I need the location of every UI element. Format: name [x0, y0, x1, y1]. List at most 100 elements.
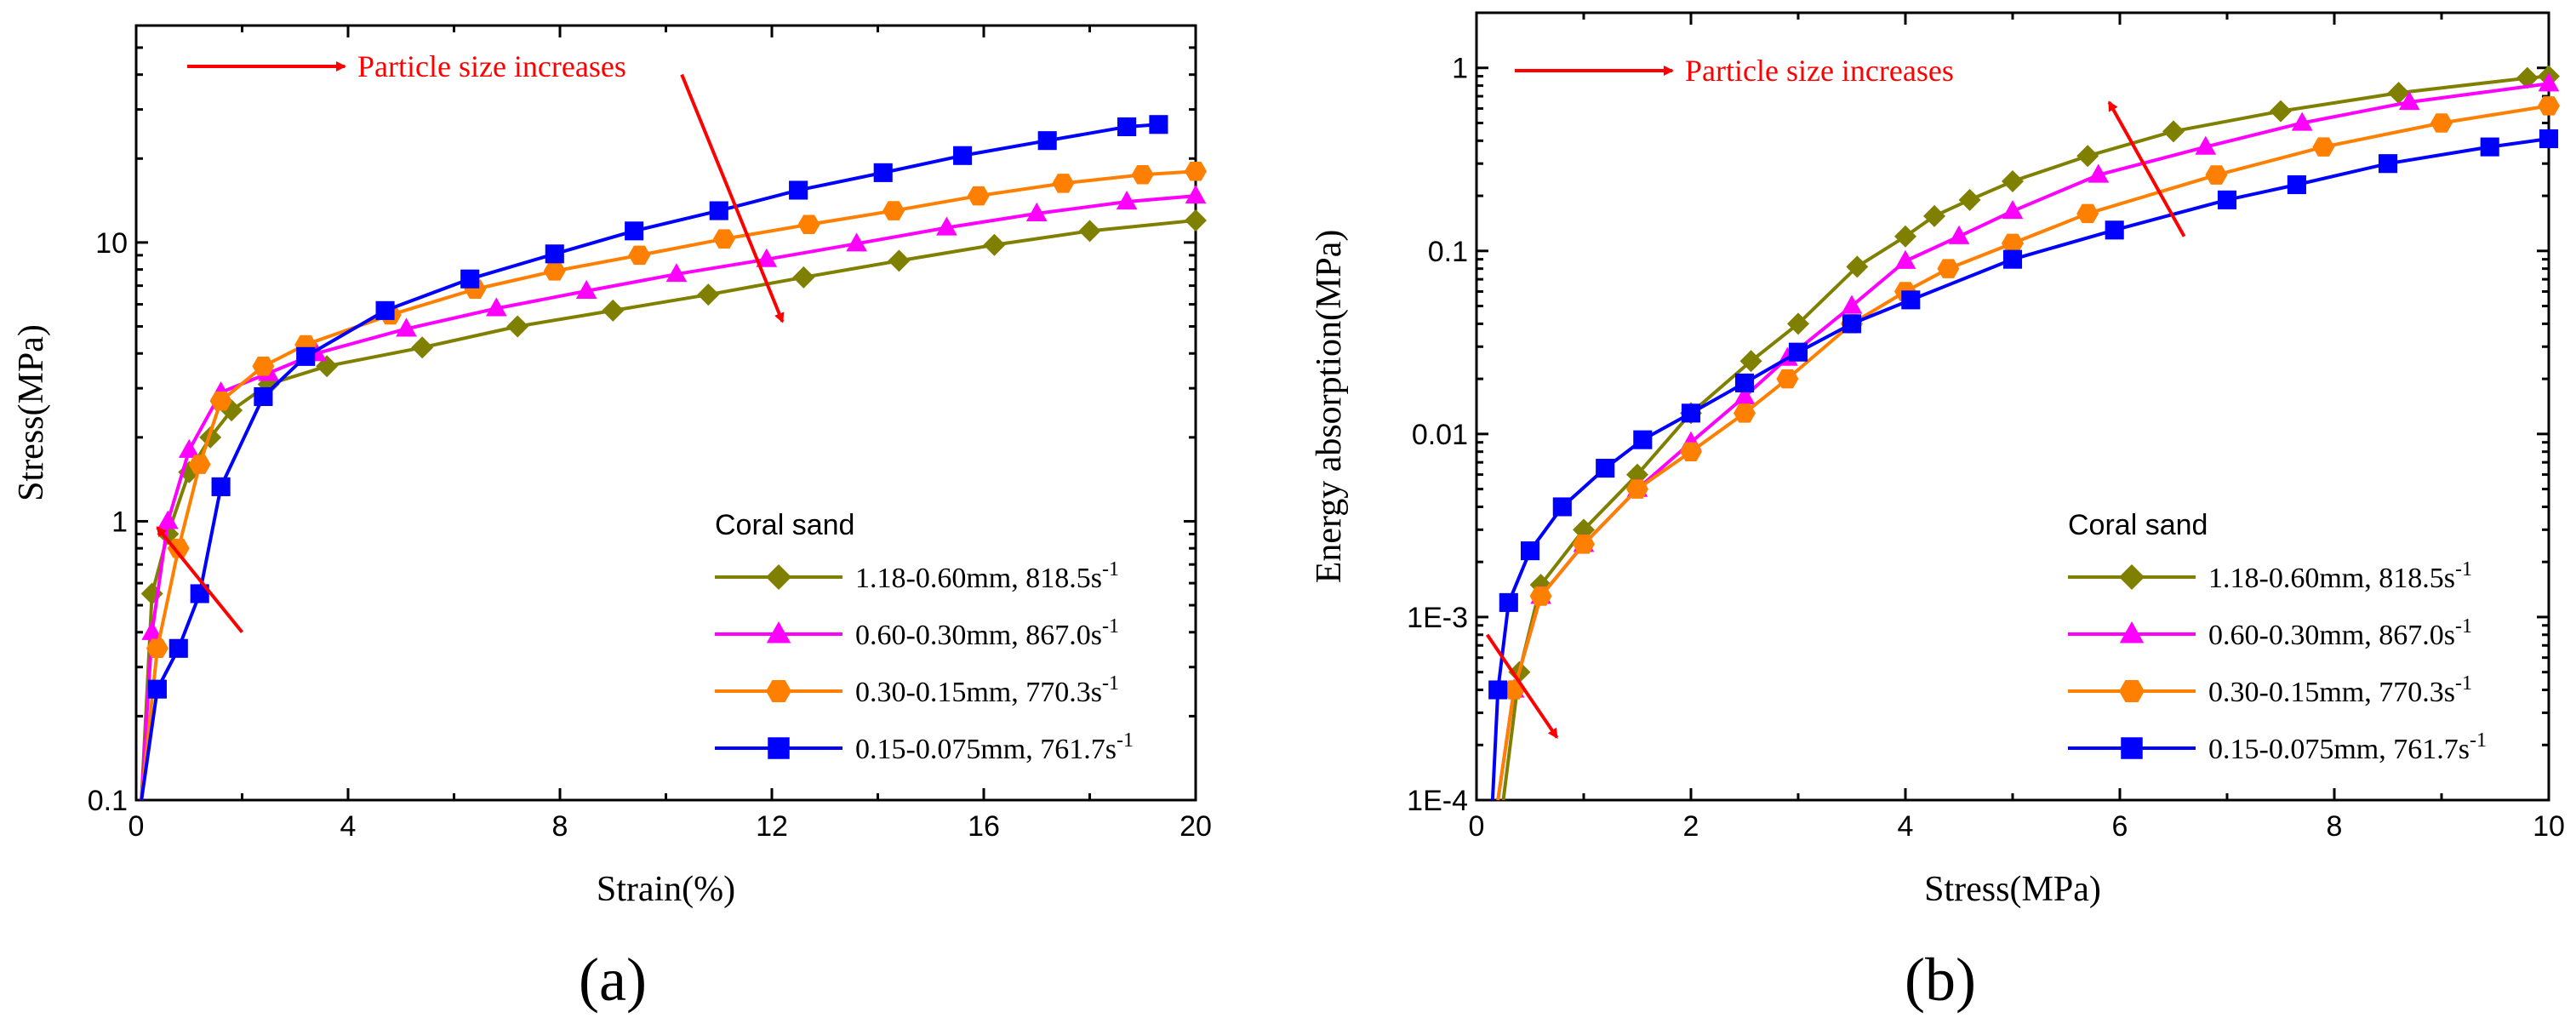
data-point-marker — [575, 279, 597, 299]
data-point-marker — [1948, 225, 1970, 244]
x-tick-label: 0 — [1469, 810, 1485, 843]
y-axis-label: Energy absorption(MPa) — [1310, 230, 1349, 584]
panel-a-chart: 0 4 8 12 16 20 0.1 1 10 Strain(%) Stress(MPa) Coral… — [12, 24, 1212, 1014]
trend-arrow — [1485, 633, 1559, 740]
data-point-marker — [2538, 72, 2560, 92]
data-point-marker — [1681, 403, 1701, 423]
data-point-marker — [665, 263, 688, 283]
data-point-marker — [1841, 294, 1863, 314]
legend-marker — [2121, 737, 2143, 759]
data-point-marker — [2378, 154, 2398, 174]
data-point-marker — [2312, 137, 2335, 157]
y-tick-label: 0.1 — [88, 785, 128, 817]
data-point-marker — [147, 679, 167, 699]
y-axis-label: Stress(MPa) — [12, 324, 51, 501]
data-point-marker — [1734, 403, 1756, 423]
data-point-marker — [789, 180, 808, 200]
x-tick-label: 10 — [2533, 810, 2565, 843]
data-point-marker — [2195, 135, 2217, 155]
legend-marker — [2119, 621, 2145, 643]
data-point-marker — [1185, 185, 1207, 204]
trend-arrow — [156, 526, 244, 634]
data-point-marker — [1734, 373, 1755, 392]
data-point-marker — [882, 201, 905, 220]
legend-label: 0.60-0.30mm, 867.0s-1 — [2208, 615, 2472, 651]
x-tick-label: 20 — [1179, 810, 1212, 843]
data-point-marker — [188, 455, 211, 474]
data-point-marker — [2539, 129, 2559, 149]
data-point-marker — [1788, 342, 1808, 362]
x-tick-label: 4 — [340, 810, 357, 843]
data-point-marker — [167, 538, 190, 558]
data-point-marker — [1734, 385, 1756, 405]
data-point-marker — [1520, 541, 1540, 561]
data-point-marker — [2162, 120, 2185, 143]
legend-title: Coral sand — [2068, 509, 2208, 541]
data-point-marker — [1776, 369, 1799, 389]
data-point-marker — [2002, 233, 2024, 254]
data-point-marker — [1488, 680, 1508, 700]
data-point-marker — [1626, 479, 1648, 499]
data-point-marker — [252, 356, 275, 376]
data-point-marker — [1078, 220, 1101, 243]
data-point-marker — [2002, 200, 2024, 220]
data-point-marker — [411, 336, 434, 359]
data-point-marker — [2287, 174, 2306, 195]
x-axis-label: Strain(%) — [597, 870, 735, 909]
data-point-marker — [1739, 350, 1762, 373]
legend-title: Coral sand — [715, 509, 854, 541]
data-point-marker — [602, 299, 625, 322]
data-point-marker — [190, 584, 209, 603]
data-point-marker — [178, 438, 200, 458]
data-point-marker — [2387, 82, 2410, 105]
data-point-marker — [1923, 204, 1946, 227]
data-point-marker — [2076, 203, 2099, 224]
data-point-marker — [1633, 430, 1653, 449]
data-point-marker — [792, 266, 815, 289]
annotation-text: Particle size increases — [1685, 54, 1954, 88]
x-tick-label: 8 — [2327, 810, 2343, 843]
data-point-marker — [1149, 115, 1168, 134]
data-point-marker — [460, 269, 480, 289]
data-point-marker — [1573, 535, 1595, 554]
data-point-marker — [157, 510, 179, 529]
data-point-marker — [2217, 190, 2237, 209]
x-tick-label: 4 — [1898, 810, 1914, 843]
y-tick-label: 0.01 — [1412, 419, 1468, 451]
data-point-marker — [485, 297, 507, 317]
data-point-marker — [2105, 220, 2124, 240]
data-point-marker — [2270, 100, 2292, 123]
data-point-marker — [2088, 163, 2110, 183]
x-tick-label: 2 — [1683, 810, 1699, 843]
x-axis-label: Stress(MPa) — [1924, 870, 2101, 909]
data-point-marker — [628, 245, 651, 266]
data-point-marker — [1052, 174, 1075, 193]
data-point-marker — [2002, 170, 2024, 193]
data-point-marker — [1185, 162, 1207, 181]
data-point-marker — [1894, 249, 1916, 269]
data-point-marker — [2291, 112, 2313, 131]
y-tick-label: 10 — [95, 227, 128, 260]
trend-arrow — [2107, 100, 2186, 237]
data-point-marker — [2398, 90, 2420, 111]
data-point-marker — [543, 261, 566, 281]
trend-arrow — [680, 73, 785, 323]
data-point-marker — [1552, 497, 1572, 517]
data-point-marker — [1185, 209, 1207, 232]
series-line — [140, 218, 1197, 801]
data-point-marker — [797, 214, 820, 235]
data-point-marker — [1894, 225, 1916, 248]
data-point-marker — [396, 317, 417, 337]
data-point-marker — [1846, 255, 1869, 278]
data-point-marker — [888, 249, 911, 272]
legend-label: 0.60-0.30mm, 867.0s-1 — [855, 615, 1119, 651]
legend-label: 1.18-0.60mm, 818.5s-1 — [855, 558, 1119, 594]
x-tick-label: 0 — [129, 810, 145, 843]
legend-label: 0.30-0.15mm, 770.3s-1 — [855, 672, 1119, 708]
y-tick-label: 1 — [111, 506, 128, 538]
data-point-marker — [209, 391, 232, 411]
legend-label: 0.15-0.075mm, 761.7s-1 — [855, 729, 1134, 765]
data-point-marker — [697, 283, 720, 306]
data-point-marker — [1787, 312, 1809, 335]
data-point-marker — [967, 186, 990, 206]
